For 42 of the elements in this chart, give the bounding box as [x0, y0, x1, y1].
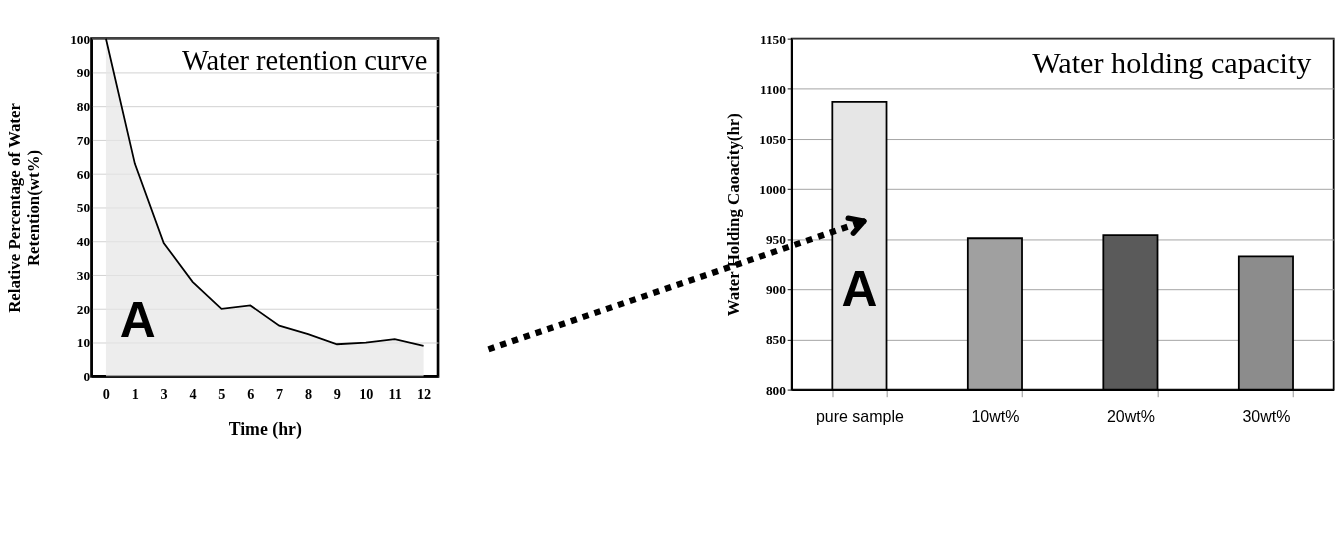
y-tick-label: 1050	[759, 131, 787, 147]
x-tick-label: 8	[304, 385, 313, 402]
annotation: A	[119, 292, 156, 349]
y-tick-label: 80	[76, 99, 91, 115]
x-tick-label: 30wt%	[1242, 408, 1291, 426]
y-tick-label: 950	[765, 232, 787, 248]
y-axis-title: Relative Percentage of Water Retention(wt%)	[4, 102, 43, 313]
y-tick-label: 900	[765, 282, 787, 298]
x-tick-label: 6	[247, 385, 255, 402]
y-tick-label: 850	[765, 332, 787, 348]
chart-title: Water retention curve	[181, 44, 428, 76]
x-tick-label: 10	[359, 385, 374, 402]
x-tick-label: 5	[218, 385, 226, 402]
y-tick-label: 30	[76, 267, 91, 283]
y-tick-label: 50	[76, 200, 91, 216]
y-tick-label: 800	[765, 382, 787, 398]
x-tick-label: 1	[131, 385, 139, 402]
x-tick-label: 20wt%	[1106, 408, 1155, 426]
y-tick-label: 40	[76, 234, 91, 250]
y-tick-label: 1150	[760, 31, 787, 47]
y-tick-label: 10	[76, 335, 91, 351]
x-axis-title: Time (hr)	[228, 419, 302, 441]
x-tick-label: 7	[276, 385, 284, 402]
y-tick-label: 20	[76, 301, 91, 317]
x-tick-label: 9	[333, 385, 341, 402]
y-axis-title: Water Holding Caoacity(hr)	[723, 113, 743, 317]
y-tick-label: 60	[76, 166, 91, 182]
chart-title: Water holding capacity	[1032, 46, 1312, 81]
x-tick-label: 0	[102, 385, 110, 402]
x-tick-label: 10wt%	[971, 408, 1020, 426]
y-tick-label: 1000	[759, 181, 787, 197]
x-tick-label: pure sample	[815, 408, 904, 426]
y-tick-label: 90	[76, 65, 91, 81]
y-tick-label: 1100	[760, 81, 787, 97]
annotation: A	[841, 261, 878, 318]
x-tick-label: 4	[189, 385, 197, 402]
y-tick-label: 0	[83, 369, 91, 385]
y-tick-label: 100	[70, 31, 91, 47]
y-tick-label: 70	[76, 132, 91, 148]
x-tick-label: 3	[160, 385, 168, 402]
x-tick-label: 12	[416, 385, 432, 402]
x-tick-label: 11	[388, 385, 402, 402]
